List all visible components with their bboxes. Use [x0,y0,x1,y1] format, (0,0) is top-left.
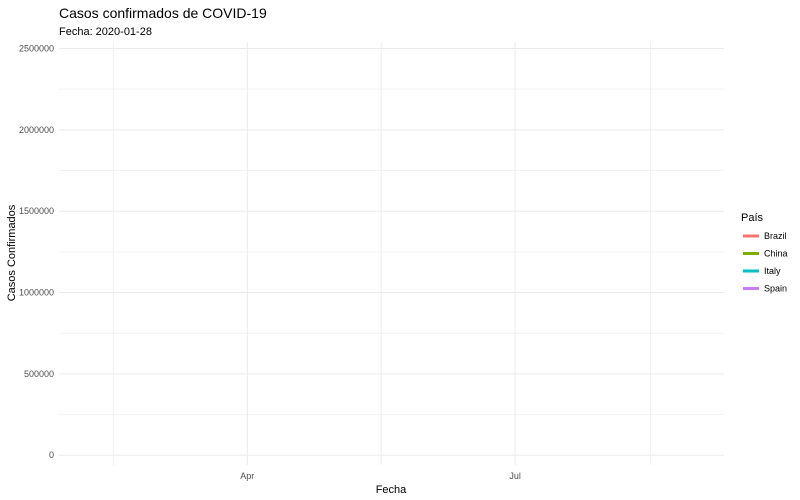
chart-subtitle: Fecha: 2020-01-28 [59,26,152,38]
y-tick-label: 1000000 [19,288,54,298]
y-tick-label: 1500000 [19,206,54,216]
legend-label-brazil: Brazil [764,231,787,241]
y-axis-title: Casos Confirmados [6,204,18,301]
x-axis-title: Fecha [376,484,407,496]
plot-area: 0 500000 1000000 1500000 2000000 2500000 Apr J… [19,42,724,481]
legend-label-italy: Italy [764,266,781,276]
legend-label-spain: Spain [764,284,787,294]
x-axis-ticks: Apr Jul [240,471,521,481]
legend: País Brazil China Italy Spain [741,212,788,294]
y-axis-ticks: 0 500000 1000000 1500000 2000000 2500000 [19,44,54,461]
y-tick-label: 500000 [24,369,54,379]
x-tick-label: Jul [509,471,521,481]
y-tick-label: 2500000 [19,44,54,54]
legend-entries: Brazil China Italy Spain [743,231,788,294]
y-tick-label: 0 [49,450,54,460]
legend-label-china: China [764,249,788,259]
chart-title: Casos confirmados de COVID-19 [59,5,267,21]
y-tick-label: 2000000 [19,125,54,135]
legend-title: País [741,212,764,224]
x-tick-label: Apr [240,471,254,481]
grid [59,42,724,465]
